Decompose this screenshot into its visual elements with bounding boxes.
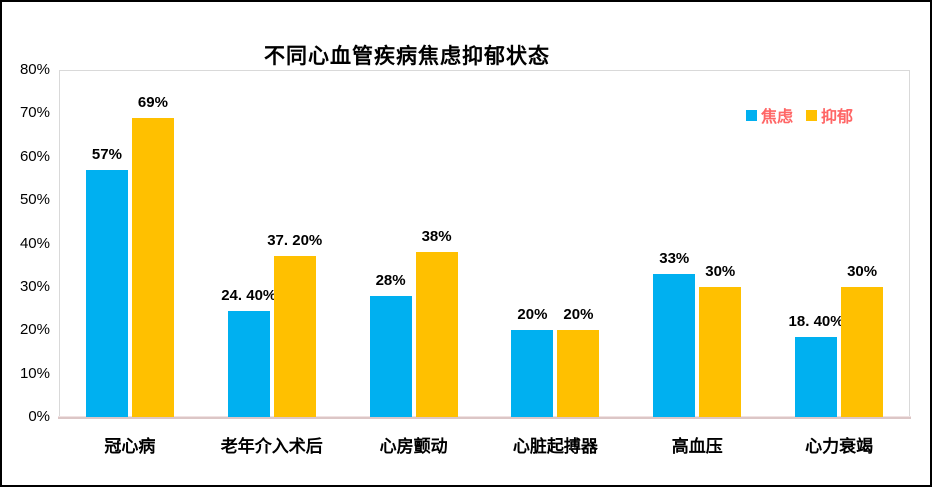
bar-depression [557,330,600,417]
bar-value-label: 30% [705,263,736,280]
bar-depression [841,287,884,417]
bar-value-label: 69% [137,94,168,111]
bar-value-label: 18. 40% [788,313,844,330]
bar-anxiety [653,274,696,417]
x-axis-category-label: 冠心病 [104,437,156,456]
x-axis-category-label: 心脏起搏器 [512,437,598,456]
bar-value-label: 33% [659,250,690,267]
x-axis-category-label: 心力衰竭 [805,437,874,456]
legend-swatch-depression [806,109,818,121]
bar-anxiety [795,337,838,417]
y-axis-tick-label: 50% [19,191,50,209]
bar-depression [699,287,742,417]
y-axis-tick-label: 40% [19,234,50,252]
x-axis-category-label: 高血压 [671,437,723,456]
bar-depression [131,118,174,417]
legend: 焦虑 抑郁 [746,103,853,127]
y-axis-tick-label: 20% [19,321,50,339]
bar-anxiety [227,311,270,417]
legend-item-anxiety: 焦虑 [746,103,793,127]
legend-label-anxiety: 焦虑 [761,109,794,126]
bar-value-label: 30% [847,263,878,280]
bar-depression [415,252,458,417]
bar-value-label: 57% [91,146,122,163]
y-axis-tick-label: 0% [28,408,50,425]
bar-value-label: 20% [517,306,548,323]
bar-anxiety [85,170,128,417]
bar-depression [273,256,316,417]
legend-swatch-anxiety [746,109,757,121]
plot-area [59,70,910,417]
legend-item-depression: 抑郁 [806,103,853,127]
chart-title: 不同心血管疾病焦虑抑郁状态 [264,45,550,68]
y-axis-tick-label: 70% [19,104,50,122]
bar-value-label: 24. 40% [221,287,277,304]
y-axis-tick-label: 30% [19,277,50,295]
y-axis-tick-label: 10% [19,364,50,382]
y-axis-tick-label: 80% [19,61,50,78]
x-axis-line [58,416,911,419]
bar-value-label: 37. 20% [267,232,323,249]
bar-anxiety [511,330,554,417]
y-axis-tick-label: 60% [19,147,50,165]
legend-label-depression: 抑郁 [821,109,854,126]
x-axis-category-label: 心房颤动 [379,437,448,456]
bar-value-label: 38% [421,228,452,245]
x-axis-category-label: 老年介入术后 [220,437,323,456]
bar-anxiety [369,296,412,417]
bar-value-label: 28% [375,272,406,289]
bar-value-label: 20% [563,306,594,323]
